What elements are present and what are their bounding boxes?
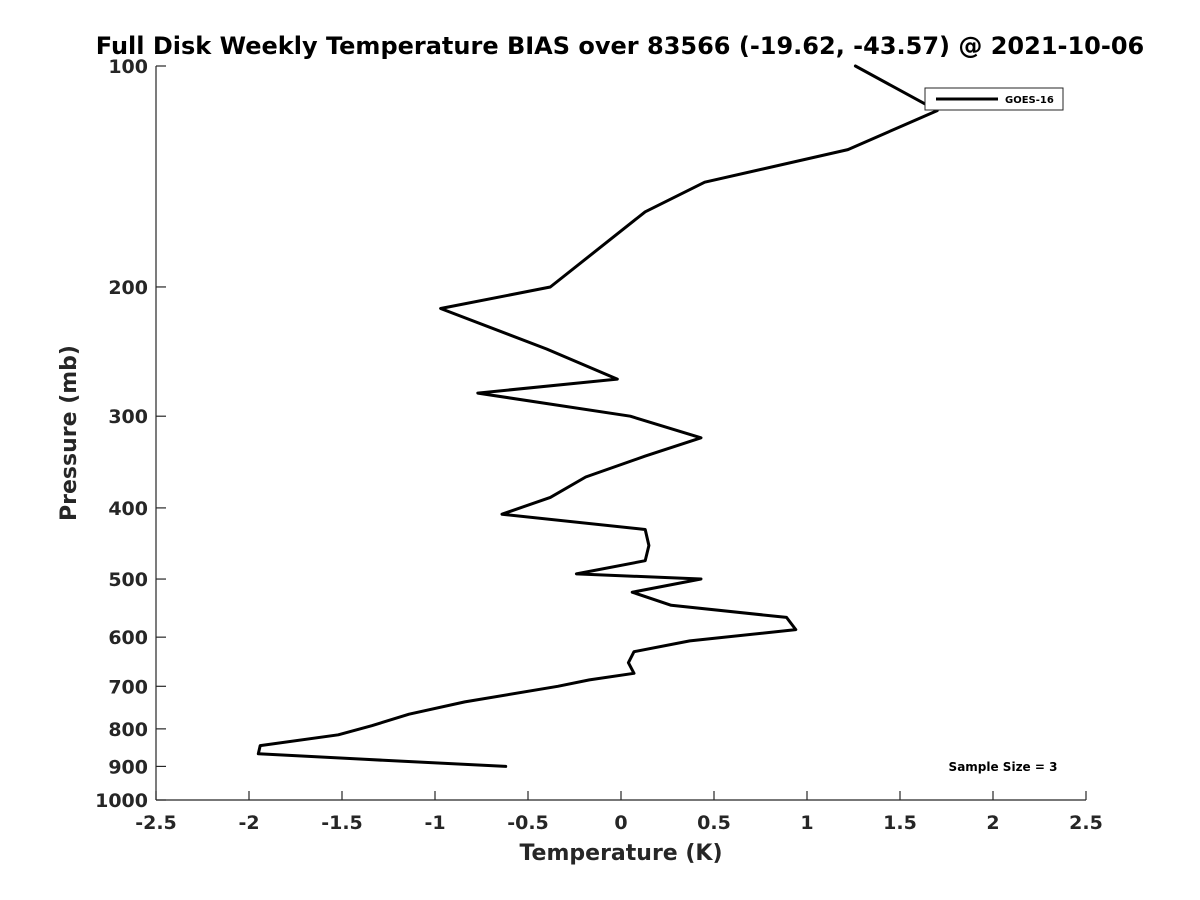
- y-axis-label: Pressure (mb): [57, 345, 82, 521]
- x-tick-label: 0.5: [697, 812, 731, 834]
- x-tick-label: -0.5: [507, 812, 549, 834]
- y-tick-label: 500: [108, 569, 148, 591]
- x-tick-label: -1.5: [321, 812, 363, 834]
- x-tick-label: 1: [800, 812, 813, 834]
- series-line-0: [256, 64, 939, 768]
- legend-label-goes-16: GOES-16: [1005, 95, 1054, 106]
- sample-size-annotation: Sample Size = 3: [949, 760, 1058, 774]
- plot-area: [156, 66, 1086, 800]
- x-ticks: -2.5 -2 -1.5 -1 -0.5 0 0.5 1 1.5 2 2.5: [135, 791, 1103, 834]
- chart-title: Full Disk Weekly Temperature BIAS over 8…: [96, 32, 1144, 60]
- legend: GOES-16: [924, 87, 1064, 111]
- y-tick-label: 600: [108, 627, 148, 649]
- x-tick-label: 1.5: [883, 812, 917, 834]
- y-tick-label: 100: [108, 56, 148, 78]
- x-tick-label: 2: [986, 812, 999, 834]
- x-tick-label: -2: [238, 812, 259, 834]
- y-tick-label: 300: [108, 406, 148, 428]
- y-tick-label: 800: [108, 719, 148, 741]
- x-tick-label: 2.5: [1069, 812, 1103, 834]
- series-layer: [256, 64, 939, 768]
- y-ticks: 100 200 300 400 500 600 700 800 900 1000: [95, 56, 166, 812]
- x-tick-label: 0: [614, 812, 627, 834]
- y-tick-label: 400: [108, 498, 148, 520]
- y-tick-label: 1000: [95, 790, 148, 812]
- y-tick-label: 700: [108, 676, 148, 698]
- y-tick-label: 900: [108, 756, 148, 778]
- y-tick-label: 200: [108, 277, 148, 299]
- x-tick-label: -2.5: [135, 812, 177, 834]
- x-axis-label: Temperature (K): [519, 841, 722, 866]
- x-tick-label: -1: [424, 812, 445, 834]
